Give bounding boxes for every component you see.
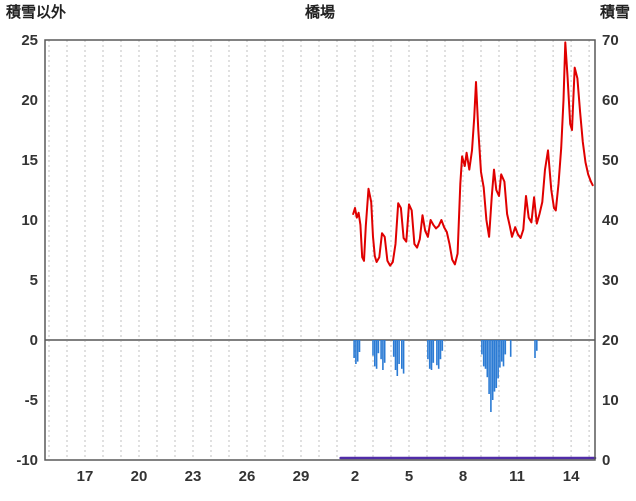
bar	[500, 340, 503, 362]
bar	[427, 340, 429, 360]
left-tick-label: 15	[21, 152, 38, 169]
bar	[488, 340, 490, 394]
bar	[495, 340, 498, 388]
left-tick-label: -10	[16, 452, 38, 469]
bar	[499, 340, 501, 368]
bar	[490, 340, 492, 412]
bar	[383, 340, 386, 363]
bar	[402, 340, 405, 374]
bar	[396, 340, 399, 376]
bar	[534, 340, 536, 358]
bar	[509, 340, 512, 357]
bar	[430, 340, 433, 370]
bar	[355, 340, 357, 364]
blue-bars-series	[353, 340, 538, 412]
bar	[392, 340, 395, 357]
left-tick-label: 0	[30, 332, 38, 349]
x-tick-label: 2	[351, 468, 359, 485]
chart-title: 橋場	[304, 4, 335, 21]
bar	[394, 340, 397, 370]
bar	[493, 340, 496, 392]
left-tick-label: 25	[21, 32, 38, 49]
x-tick-label: 11	[509, 468, 525, 485]
x-tick-label: 29	[293, 468, 310, 485]
bar	[437, 340, 440, 369]
bar	[358, 340, 361, 352]
right-tick-label: 20	[602, 332, 619, 349]
left-tick-label: -5	[25, 392, 38, 409]
bar	[382, 340, 384, 370]
left-axis-ticks: 25 20 15 10 5 0 -5 -10	[16, 32, 38, 469]
bar	[380, 340, 382, 360]
left-axis-title: 積雪以外	[6, 4, 67, 21]
bar	[372, 340, 374, 356]
bar	[374, 340, 376, 367]
right-tick-label: 50	[602, 152, 619, 169]
left-tick-label: 5	[30, 272, 38, 289]
left-tick-label: 10	[21, 212, 38, 229]
x-tick-label: 14	[563, 468, 580, 485]
bar	[432, 340, 435, 363]
bar	[504, 340, 507, 355]
right-tick-label: 60	[602, 92, 619, 109]
bar	[497, 340, 499, 379]
x-axis-ticks: 17 20 23 26 29 2 5 8 11 14	[77, 468, 580, 485]
x-tick-label: 20	[131, 468, 148, 485]
right-tick-label: 10	[602, 392, 619, 409]
day-gridlines	[48, 40, 590, 460]
bar	[356, 340, 359, 362]
right-axis-title: 積雪	[599, 4, 630, 21]
bar	[482, 340, 485, 367]
right-tick-label: 0	[602, 452, 610, 469]
right-tick-label: 40	[602, 212, 619, 229]
left-tick-label: 20	[21, 92, 38, 109]
bar	[481, 340, 483, 355]
x-tick-label: 23	[185, 468, 202, 485]
bar	[484, 340, 487, 369]
x-tick-label: 17	[77, 468, 94, 485]
bar	[441, 340, 444, 351]
bar	[536, 340, 538, 351]
bar	[353, 340, 355, 358]
x-tick-label: 26	[239, 468, 256, 485]
bar	[502, 340, 505, 367]
bar	[398, 340, 400, 364]
bar	[375, 340, 378, 369]
bar	[439, 340, 442, 360]
x-tick-label: 8	[459, 468, 467, 485]
right-tick-label: 30	[602, 272, 619, 289]
right-axis-ticks: 70 60 50 40 30 20 10 0	[602, 32, 619, 469]
bar	[486, 340, 489, 378]
bar	[401, 340, 403, 369]
bar	[377, 340, 380, 354]
x-tick-label: 5	[405, 468, 413, 485]
red-line-series	[352, 41, 594, 267]
bar	[428, 340, 431, 369]
bar	[436, 340, 438, 366]
bar	[491, 340, 494, 400]
right-tick-label: 70	[602, 32, 619, 49]
plot-border	[44, 39, 596, 461]
